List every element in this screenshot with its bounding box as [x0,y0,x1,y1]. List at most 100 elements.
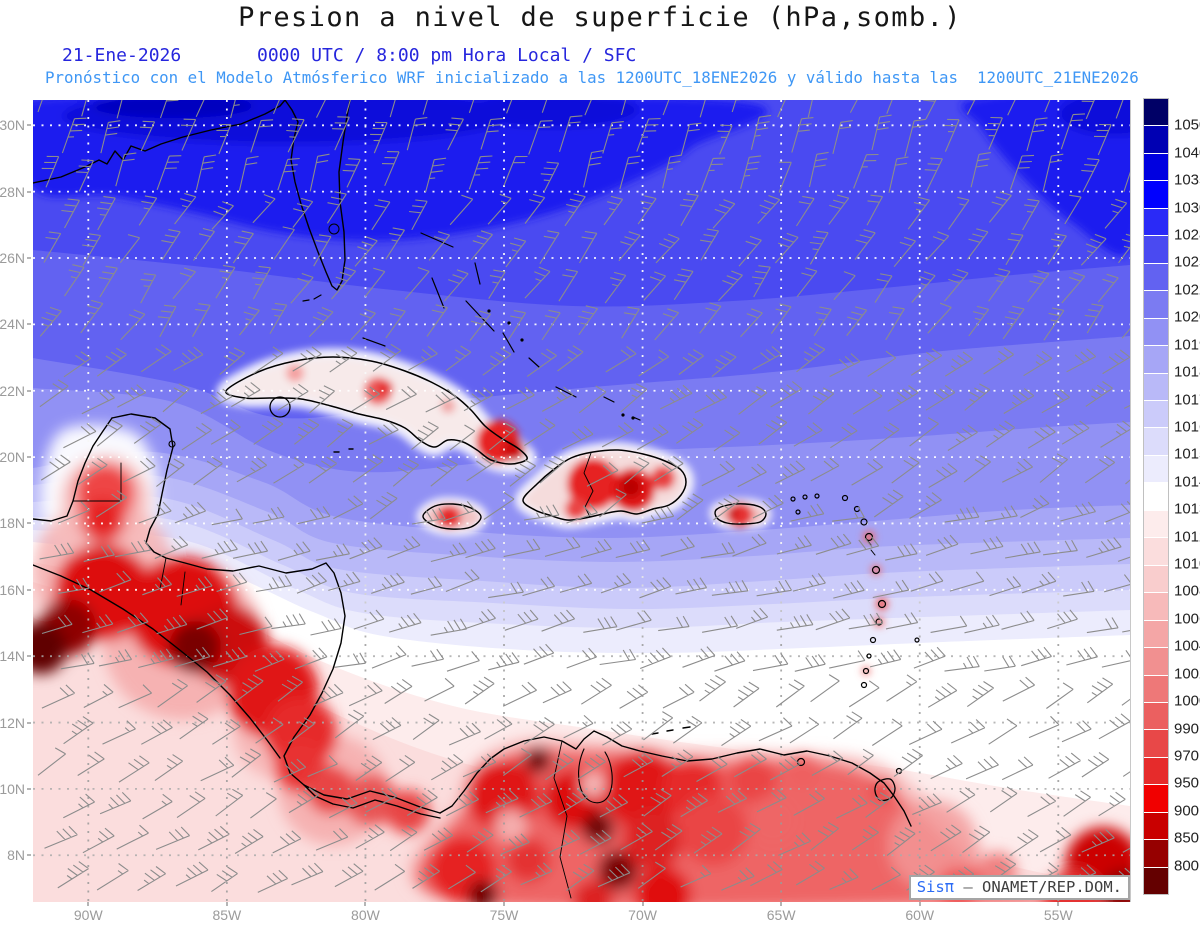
colorbar-label-970: 970 [1174,747,1200,765]
lat-tick [27,124,31,127]
colorbar-label-990: 990 [1174,720,1200,738]
lon-tick [780,902,783,906]
colorbar-block-15 [1144,510,1168,539]
lon-tick [918,902,921,906]
page-title: Presion a nivel de superficie (hPa,somb.… [238,2,962,33]
colorbar-label-1017: 1017 [1174,391,1200,409]
colorbar-label-800: 800 [1174,857,1200,875]
lat-tick [27,721,31,724]
colorbar-label-1006: 1006 [1174,610,1200,628]
lon-tick [364,902,367,906]
colorbar-block-4 [1144,208,1168,237]
longitude-axis: 90W 85W 80W 75W 70W 65W 60W 55W [33,902,1130,927]
colorbar-block-10 [1144,373,1168,401]
colorbar-block-8 [1144,318,1168,347]
lon-label-90W: 90W [73,907,103,923]
colorbar-label-1008: 1008 [1174,582,1200,600]
map-canvas [33,100,1130,902]
wind-barbs [37,100,1130,894]
lat-label-22N: 22N [0,382,25,399]
lat-label-10N: 10N [0,780,25,797]
pressure-map: Sisπ – ONAMET/REP.DOM. [33,100,1131,902]
lon-label-70W: 70W [628,907,657,923]
colorbar-block-16 [1144,538,1168,566]
lon-tick [503,902,505,906]
colorbar-label-1016: 1016 [1174,418,1200,436]
colorbar-block-26 [1144,812,1168,841]
colorbar-label-1014: 1014 [1174,473,1200,491]
lat-label-12N: 12N [0,714,25,731]
watermark: Sisπ – ONAMET/REP.DOM. [908,875,1130,900]
lat-tick [27,787,31,790]
lon-label-55W: 55W [1043,907,1073,923]
lon-label-80W: 80W [351,907,380,923]
colorbar-block-7 [1144,291,1168,319]
watermark-separator: – [954,878,983,896]
colorbar-label-900: 900 [1174,802,1200,820]
colorbar-label-1022: 1022 [1174,281,1200,299]
colorbar-block-23 [1144,730,1168,758]
forecast-valid-time: 0000 UTC / 8:00 pm Hora Local / SFC [257,45,637,66]
colorbar-label-1002: 1002 [1174,665,1200,683]
colorbar-block-14 [1144,483,1168,511]
lon-tick [225,902,228,906]
watermark-brand: Sisπ [916,878,955,896]
lat-tick [27,190,31,193]
colorbar-block-5 [1144,236,1168,264]
colorbar-block-17 [1144,565,1168,594]
colorbar-labels: 1050 1040 1035 1030 1028 1025 1022 1020 1019 1018… [1174,98,1200,893]
colorbar-block-28 [1144,867,1168,895]
colorbar-label-1013: 1013 [1174,500,1200,518]
lat-label-16N: 16N [0,581,25,598]
lat-label-18N: 18N [0,515,25,532]
colorbar-label-1028: 1028 [1174,226,1200,244]
lat-tick [27,257,31,260]
latitude-axis: 30N 28N 26N 24N 22N 20N 18N 16N 14N 12N 10N 8N [0,100,32,902]
lat-tick [27,389,31,392]
colorbar-block-25 [1144,785,1168,813]
lat-tick [27,655,31,658]
lat-label-28N: 28N [0,183,25,200]
lat-label-14N: 14N [0,648,25,665]
high-pressure-cells [33,100,1130,257]
lat-tick [27,522,31,525]
colorbar-block-18 [1144,593,1168,621]
colorbar-block-21 [1144,675,1168,703]
lat-label-8N: 8N [7,847,25,864]
lat-label-20N: 20N [0,449,25,466]
colorbar-label-1012: 1012 [1174,528,1200,546]
colorbar-block-22 [1144,702,1168,731]
colorbar-block-24 [1144,757,1168,786]
colorbar-block-27 [1144,840,1168,868]
lon-tick [87,902,90,906]
colorbar-label-950: 950 [1174,774,1200,792]
lon-label-75W: 75W [489,907,519,923]
lat-label-24N: 24N [0,316,25,333]
colorbar-block-12 [1144,428,1168,456]
lat-tick [27,588,31,591]
colorbar-block-6 [1144,263,1168,292]
colorbar-label-1020: 1020 [1174,308,1200,326]
colorbar-label-1018: 1018 [1174,363,1200,381]
lon-label-85W: 85W [212,907,242,923]
lon-label-65W: 65W [766,907,796,923]
colorbar-label-1040: 1040 [1174,144,1200,162]
colorbar-label-1004: 1004 [1174,637,1200,655]
colorbar-label-1000: 1000 [1174,692,1200,710]
colorbar [1143,98,1169,895]
lon-label-60W: 60W [905,907,935,923]
lat-label-30N: 30N [0,117,25,134]
colorbar-label-1019: 1019 [1174,336,1200,354]
colorbar-label-1030: 1030 [1174,199,1200,217]
lat-tick [27,854,31,857]
colorbar-block-13 [1144,455,1168,484]
colorbar-label-1035: 1035 [1174,171,1200,189]
colorbar-label-1010: 1010 [1174,555,1200,573]
lon-tick [641,902,644,906]
colorbar-block-0 [1144,99,1168,127]
lat-tick [27,323,31,326]
colorbar-label-1025: 1025 [1174,253,1200,271]
forecast-date: 21-Ene-2026 [62,45,182,66]
colorbar-block-3 [1144,181,1168,209]
